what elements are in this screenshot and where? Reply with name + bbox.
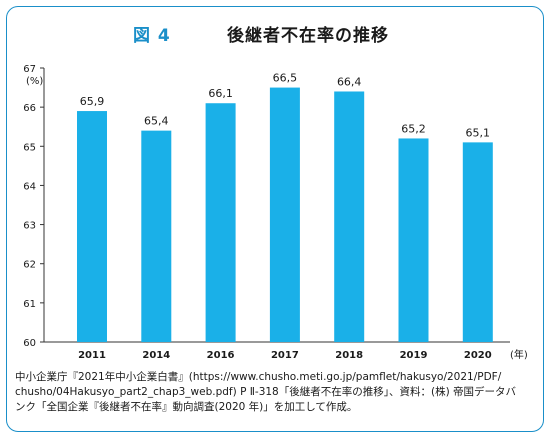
bar <box>398 138 429 342</box>
y-unit-label: (%) <box>26 76 43 87</box>
bar <box>205 103 236 342</box>
x-tick-label: 2019 <box>400 350 428 361</box>
bar <box>269 87 300 342</box>
bar <box>141 130 172 342</box>
data-label: 65,1 <box>466 126 491 139</box>
source-line-3: ンク「全国企業『後継者不在率』動向調査(2020 年)」を加工して作成。 <box>15 401 358 413</box>
source-note: 中小企業庁『2021年中小企業白書』(https://www.chusho.me… <box>15 370 535 415</box>
data-label: 66,1 <box>208 87 233 100</box>
x-tick-label: 2017 <box>271 350 299 361</box>
figure-label: 図 4 <box>133 26 171 46</box>
y-tick-label: 64 <box>23 181 36 192</box>
x-unit-label: (年) <box>510 348 528 361</box>
y-tick-label: 60 <box>23 338 36 349</box>
y-tick-label: 67 <box>23 64 36 75</box>
bar <box>334 91 365 342</box>
figure-header: 図 4 後継者不在率の推移 <box>7 21 543 51</box>
x-tick-label: 2020 <box>464 350 492 361</box>
chart-title: 後継者不在率の推移 <box>227 26 389 46</box>
y-tick-label: 63 <box>23 221 36 232</box>
data-label: 65,4 <box>144 115 169 128</box>
y-tick-label: 65 <box>23 142 36 153</box>
y-tick-label: 62 <box>23 260 36 271</box>
data-label: 65,2 <box>401 122 426 135</box>
y-tick-label: 61 <box>23 299 36 310</box>
x-tick-label: 2018 <box>335 350 363 361</box>
data-label: 66,5 <box>273 72 298 85</box>
chart-bars <box>77 87 493 342</box>
y-tick-label: 66 <box>23 103 36 114</box>
data-label: 66,4 <box>337 75 362 88</box>
data-label: 65,9 <box>80 95 105 108</box>
source-line-1: 中小企業庁『2021年中小企業白書』(https://www.chusho.me… <box>15 371 502 383</box>
x-tick-label: 2016 <box>207 350 235 361</box>
x-tick-label: 2011 <box>78 350 106 361</box>
chart-labels: 65,9 2011 65,4 2014 66,1 2016 66,5 2017 66,4 2018… <box>78 72 492 361</box>
bar <box>77 111 107 342</box>
x-tick-label: 2014 <box>142 350 170 361</box>
chart-axes: 60 61 62 63 64 65 66 67(%) (年) <box>23 64 528 361</box>
bar <box>462 142 493 342</box>
source-line-2: chusho/04Hakusyo_part2_chap3_web.pdf) P … <box>15 386 517 398</box>
